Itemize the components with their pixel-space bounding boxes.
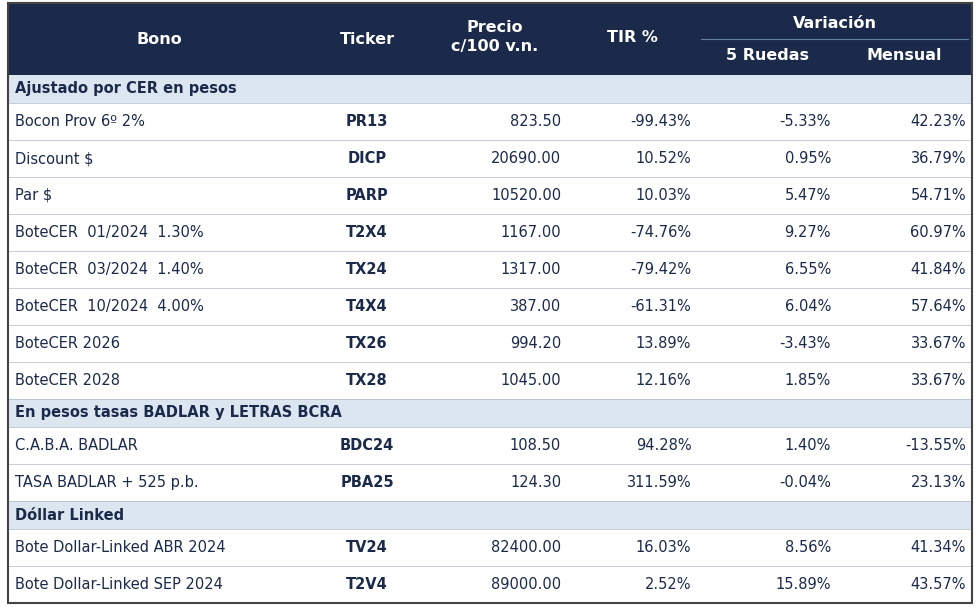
Text: Dóllar Linked: Dóllar Linked: [15, 507, 124, 523]
Text: 5 Ruedas: 5 Ruedas: [725, 48, 808, 63]
Text: Ticker: Ticker: [339, 32, 395, 47]
Text: BoteCER  10/2024  4.00%: BoteCER 10/2024 4.00%: [15, 299, 204, 314]
Text: C.A.B.A. BADLAR: C.A.B.A. BADLAR: [15, 438, 138, 453]
Text: BoteCER 2026: BoteCER 2026: [15, 336, 120, 351]
Bar: [8, 362, 972, 399]
Text: 94.28%: 94.28%: [636, 438, 691, 453]
Bar: [8, 140, 972, 177]
Text: TX26: TX26: [346, 336, 388, 351]
Text: 823.50: 823.50: [510, 114, 562, 129]
Bar: [8, 325, 972, 362]
Text: Precio
c/100 v.n.: Precio c/100 v.n.: [451, 19, 538, 55]
Text: Variación: Variación: [793, 16, 877, 31]
Text: PR13: PR13: [346, 114, 388, 129]
Bar: [8, 251, 972, 288]
Text: -5.33%: -5.33%: [780, 114, 831, 129]
Text: 23.13%: 23.13%: [910, 475, 966, 490]
Bar: [8, 464, 972, 501]
Text: Discount $: Discount $: [15, 151, 93, 166]
Text: 82400.00: 82400.00: [491, 540, 562, 555]
Bar: [8, 501, 972, 529]
Bar: [8, 288, 972, 325]
Text: BoteCER  03/2024  1.40%: BoteCER 03/2024 1.40%: [15, 262, 204, 277]
Text: 108.50: 108.50: [510, 438, 562, 453]
Text: T2V4: T2V4: [346, 577, 388, 592]
Text: 311.59%: 311.59%: [626, 475, 691, 490]
Text: Bote Dollar-Linked SEP 2024: Bote Dollar-Linked SEP 2024: [15, 577, 222, 592]
Text: 10.52%: 10.52%: [635, 151, 691, 166]
Text: 6.04%: 6.04%: [785, 299, 831, 314]
Text: 5.47%: 5.47%: [785, 188, 831, 203]
Text: Bocon Prov 6º 2%: Bocon Prov 6º 2%: [15, 114, 145, 129]
Text: 42.23%: 42.23%: [910, 114, 966, 129]
Text: -74.76%: -74.76%: [630, 225, 691, 240]
Text: 1.85%: 1.85%: [785, 373, 831, 388]
Text: -61.31%: -61.31%: [630, 299, 691, 314]
Text: 54.71%: 54.71%: [910, 188, 966, 203]
Bar: [8, 75, 972, 103]
Text: 60.97%: 60.97%: [910, 225, 966, 240]
Text: 1317.00: 1317.00: [501, 262, 562, 277]
Text: 43.57%: 43.57%: [910, 577, 966, 592]
Text: 1045.00: 1045.00: [501, 373, 562, 388]
Text: BDC24: BDC24: [340, 438, 394, 453]
Text: 41.84%: 41.84%: [910, 262, 966, 277]
Text: 6.55%: 6.55%: [785, 262, 831, 277]
Text: -99.43%: -99.43%: [630, 114, 691, 129]
Text: PARP: PARP: [346, 188, 388, 203]
Text: -3.43%: -3.43%: [780, 336, 831, 351]
Text: BoteCER  01/2024  1.30%: BoteCER 01/2024 1.30%: [15, 225, 204, 240]
Bar: [8, 177, 972, 214]
Text: 1167.00: 1167.00: [501, 225, 562, 240]
Bar: [8, 427, 972, 464]
Text: 89000.00: 89000.00: [491, 577, 562, 592]
Text: PBA25: PBA25: [340, 475, 394, 490]
Text: T2X4: T2X4: [346, 225, 388, 240]
Text: 12.16%: 12.16%: [636, 373, 691, 388]
Text: BoteCER 2028: BoteCER 2028: [15, 373, 120, 388]
Text: DICP: DICP: [348, 151, 387, 166]
Bar: [8, 214, 972, 251]
Text: 33.67%: 33.67%: [910, 336, 966, 351]
Text: Bote Dollar-Linked ABR 2024: Bote Dollar-Linked ABR 2024: [15, 540, 225, 555]
Text: TX28: TX28: [346, 373, 388, 388]
Text: TX24: TX24: [346, 262, 388, 277]
Text: 2.52%: 2.52%: [645, 577, 691, 592]
Text: 10520.00: 10520.00: [491, 188, 562, 203]
Text: Par $: Par $: [15, 188, 52, 203]
Text: 0.95%: 0.95%: [785, 151, 831, 166]
Text: 387.00: 387.00: [510, 299, 562, 314]
Text: 994.20: 994.20: [510, 336, 562, 351]
Text: 16.03%: 16.03%: [636, 540, 691, 555]
Text: 13.89%: 13.89%: [636, 336, 691, 351]
Bar: [8, 3, 972, 75]
Text: TIR %: TIR %: [607, 30, 658, 44]
Text: 124.30: 124.30: [510, 475, 562, 490]
Text: TASA BADLAR + 525 p.b.: TASA BADLAR + 525 p.b.: [15, 475, 199, 490]
Text: 57.64%: 57.64%: [910, 299, 966, 314]
Text: 15.89%: 15.89%: [775, 577, 831, 592]
Text: 41.34%: 41.34%: [910, 540, 966, 555]
Text: 33.67%: 33.67%: [910, 373, 966, 388]
Bar: [8, 529, 972, 566]
Text: Bono: Bono: [137, 32, 182, 47]
Text: 36.79%: 36.79%: [910, 151, 966, 166]
Text: T4X4: T4X4: [346, 299, 388, 314]
Bar: [8, 103, 972, 140]
Text: TV24: TV24: [346, 540, 388, 555]
Text: Ajustado por CER en pesos: Ajustado por CER en pesos: [15, 81, 237, 97]
Text: 1.40%: 1.40%: [785, 438, 831, 453]
Text: En pesos tasas BADLAR y LETRAS BCRA: En pesos tasas BADLAR y LETRAS BCRA: [15, 405, 342, 421]
Text: -13.55%: -13.55%: [906, 438, 966, 453]
Text: 10.03%: 10.03%: [636, 188, 691, 203]
Text: 8.56%: 8.56%: [785, 540, 831, 555]
Text: Mensual: Mensual: [866, 48, 943, 63]
Text: -0.04%: -0.04%: [779, 475, 831, 490]
Text: 20690.00: 20690.00: [491, 151, 562, 166]
Text: -79.42%: -79.42%: [630, 262, 691, 277]
Bar: [8, 399, 972, 427]
Text: 9.27%: 9.27%: [785, 225, 831, 240]
Bar: [8, 566, 972, 603]
